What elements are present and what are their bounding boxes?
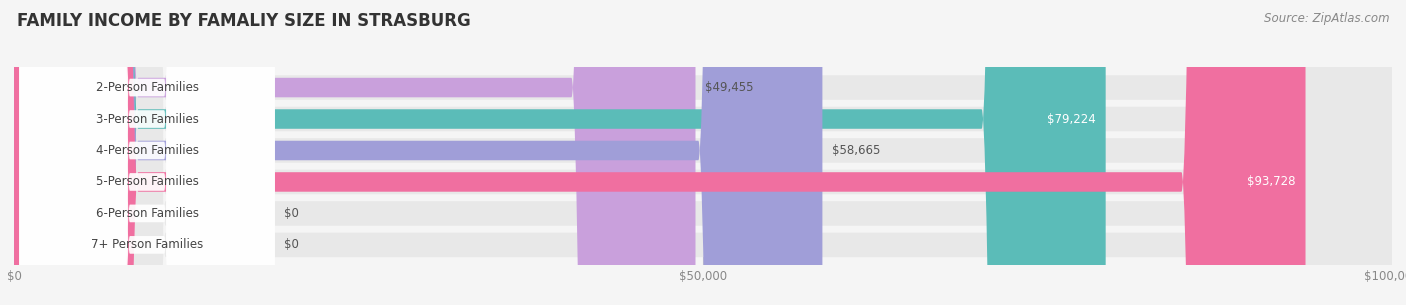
Text: 6-Person Families: 6-Person Families bbox=[96, 207, 198, 220]
FancyBboxPatch shape bbox=[20, 0, 274, 305]
Text: Source: ZipAtlas.com: Source: ZipAtlas.com bbox=[1264, 12, 1389, 25]
FancyBboxPatch shape bbox=[20, 0, 274, 305]
Text: $58,665: $58,665 bbox=[832, 144, 880, 157]
FancyBboxPatch shape bbox=[14, 0, 696, 305]
Text: $0: $0 bbox=[284, 239, 299, 251]
FancyBboxPatch shape bbox=[14, 0, 1392, 305]
Text: $79,224: $79,224 bbox=[1047, 113, 1097, 126]
Text: $49,455: $49,455 bbox=[706, 81, 754, 94]
Text: 3-Person Families: 3-Person Families bbox=[96, 113, 198, 126]
Text: $0: $0 bbox=[284, 207, 299, 220]
FancyBboxPatch shape bbox=[14, 0, 1392, 305]
FancyBboxPatch shape bbox=[20, 0, 274, 305]
FancyBboxPatch shape bbox=[20, 0, 274, 305]
Text: $93,728: $93,728 bbox=[1247, 175, 1296, 188]
FancyBboxPatch shape bbox=[14, 0, 1392, 305]
Text: FAMILY INCOME BY FAMALIY SIZE IN STRASBURG: FAMILY INCOME BY FAMALIY SIZE IN STRASBU… bbox=[17, 12, 471, 30]
FancyBboxPatch shape bbox=[14, 0, 1306, 305]
FancyBboxPatch shape bbox=[14, 0, 1392, 305]
FancyBboxPatch shape bbox=[14, 0, 1392, 305]
FancyBboxPatch shape bbox=[14, 0, 1105, 305]
FancyBboxPatch shape bbox=[20, 0, 274, 305]
FancyBboxPatch shape bbox=[14, 0, 1392, 305]
FancyBboxPatch shape bbox=[20, 0, 274, 305]
Text: 5-Person Families: 5-Person Families bbox=[96, 175, 198, 188]
Text: 7+ Person Families: 7+ Person Families bbox=[91, 239, 202, 251]
FancyBboxPatch shape bbox=[14, 0, 823, 305]
Text: 2-Person Families: 2-Person Families bbox=[96, 81, 198, 94]
Text: 4-Person Families: 4-Person Families bbox=[96, 144, 198, 157]
